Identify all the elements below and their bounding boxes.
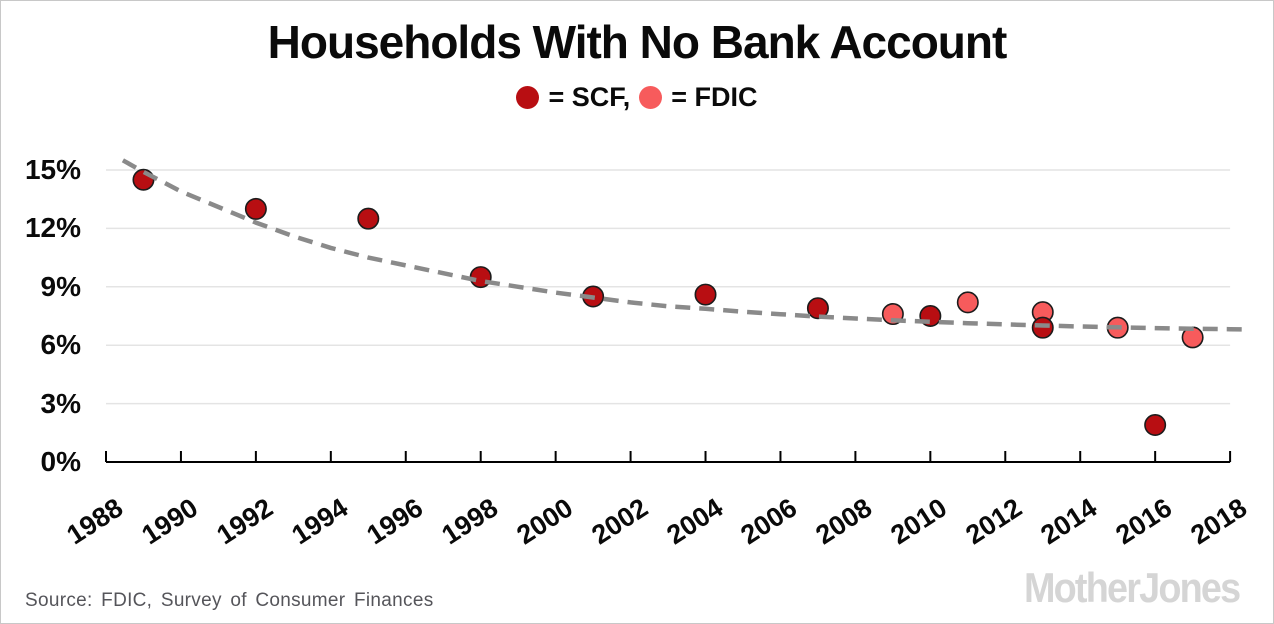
y-tick-label-0pct: 0%	[40, 446, 81, 477]
scf-point-1995	[357, 207, 380, 230]
scf-point-1989	[132, 168, 155, 191]
y-tick-label-9pct: 9%	[40, 270, 81, 302]
fdic-point-2011	[956, 291, 979, 314]
motherjones-logo: MotherJones	[1023, 564, 1241, 611]
y-tick-label-15pct: 15%	[24, 153, 81, 185]
legend-fdic-label: = FDIC	[671, 81, 758, 112]
scf-dot-icon	[516, 85, 540, 109]
scf-point-2007	[806, 297, 829, 320]
legend-scf-label: = SCF,	[548, 81, 631, 112]
y-tick-label-12pct: 12%	[24, 212, 81, 244]
y-tick-label-6pct: 6%	[40, 329, 81, 361]
scf-point-2004	[694, 283, 717, 306]
y-tick-label-3pct: 3%	[40, 387, 81, 419]
chart-title: Households With No Bank Account	[267, 16, 1008, 68]
scf-point-2016	[1144, 414, 1167, 437]
trend-line	[121, 158, 1248, 332]
scf-point-1992	[244, 197, 267, 220]
source-note: Source: FDIC, Survey of Consumer Finance…	[25, 590, 434, 611]
chart-legend: = SCF, = FDIC	[1, 82, 1273, 112]
fdic-dot-icon	[639, 85, 663, 109]
